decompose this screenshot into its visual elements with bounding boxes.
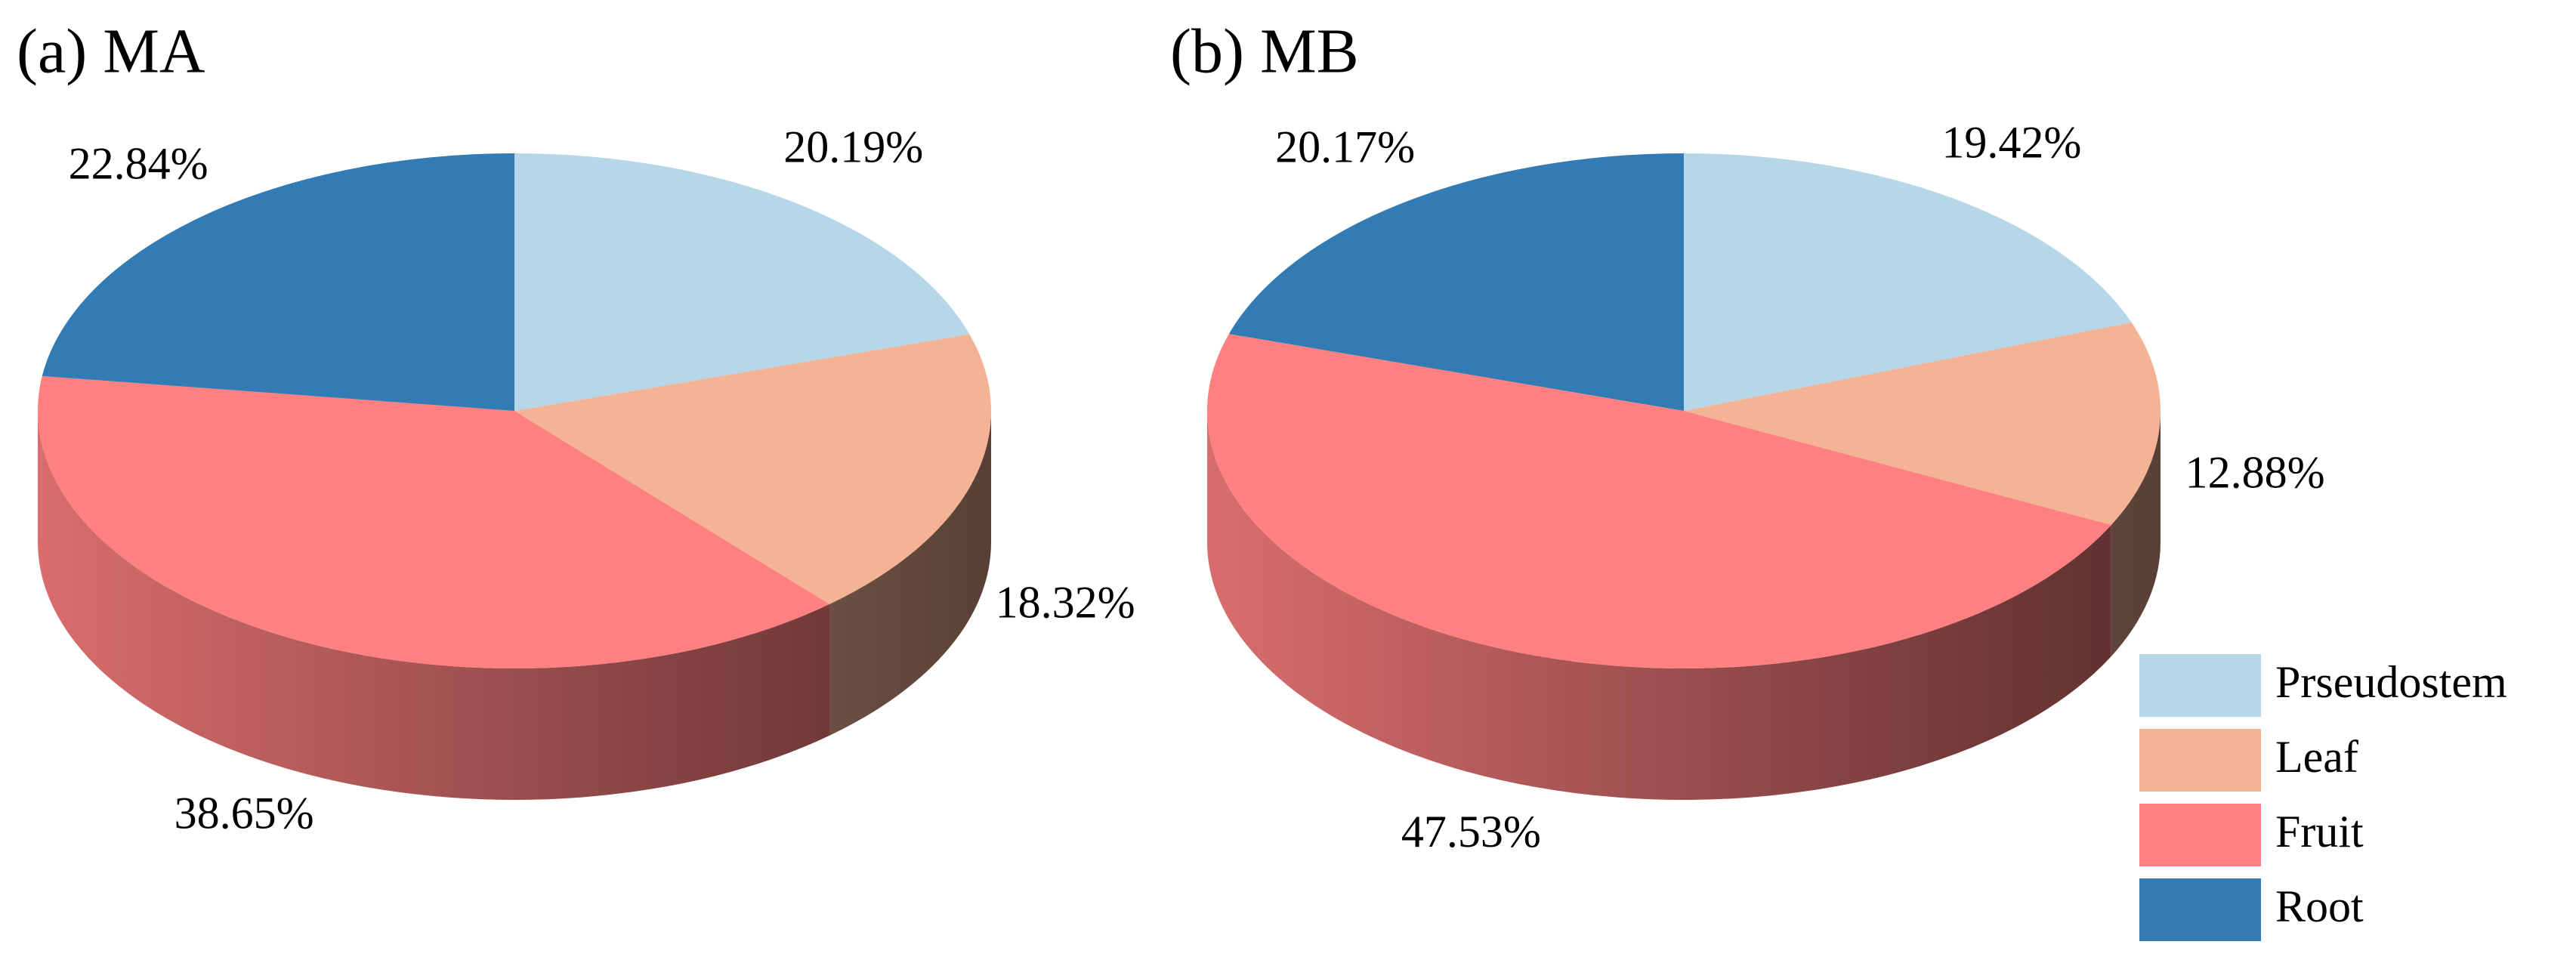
chart-title: (a) MA — [17, 16, 205, 86]
legend-swatch — [2139, 729, 2261, 792]
data-label: 22.84% — [69, 139, 208, 189]
legend-swatch — [2139, 654, 2261, 717]
legend-swatch — [2139, 804, 2261, 866]
slice — [37, 375, 829, 669]
legend-label: Root — [2275, 881, 2364, 931]
slice — [1684, 322, 2161, 525]
data-label: 47.53% — [1401, 807, 1541, 857]
slice-side — [1207, 411, 2111, 801]
slice — [514, 334, 991, 604]
slice — [1207, 334, 2111, 668]
data-label: 18.32% — [996, 577, 1135, 627]
slice — [1228, 153, 1684, 411]
legend-label: Leaf — [2275, 732, 2358, 782]
slice — [514, 153, 970, 411]
slice — [1684, 153, 2132, 411]
data-label: 12.88% — [2185, 447, 2325, 497]
legend-label: Prseudostem — [2275, 657, 2507, 707]
data-label: 20.19% — [783, 122, 923, 171]
data-label: 19.42% — [1941, 117, 2081, 167]
legend-label: Fruit — [2275, 807, 2364, 857]
chart-title: (b) MB — [1170, 16, 1359, 86]
slice-side — [38, 411, 829, 800]
slice-side — [829, 411, 991, 736]
slice — [42, 153, 514, 411]
data-label: 20.17% — [1275, 122, 1415, 171]
slice-side — [2111, 411, 2161, 656]
data-label: 38.65% — [175, 789, 314, 838]
legend-swatch — [2139, 878, 2261, 941]
